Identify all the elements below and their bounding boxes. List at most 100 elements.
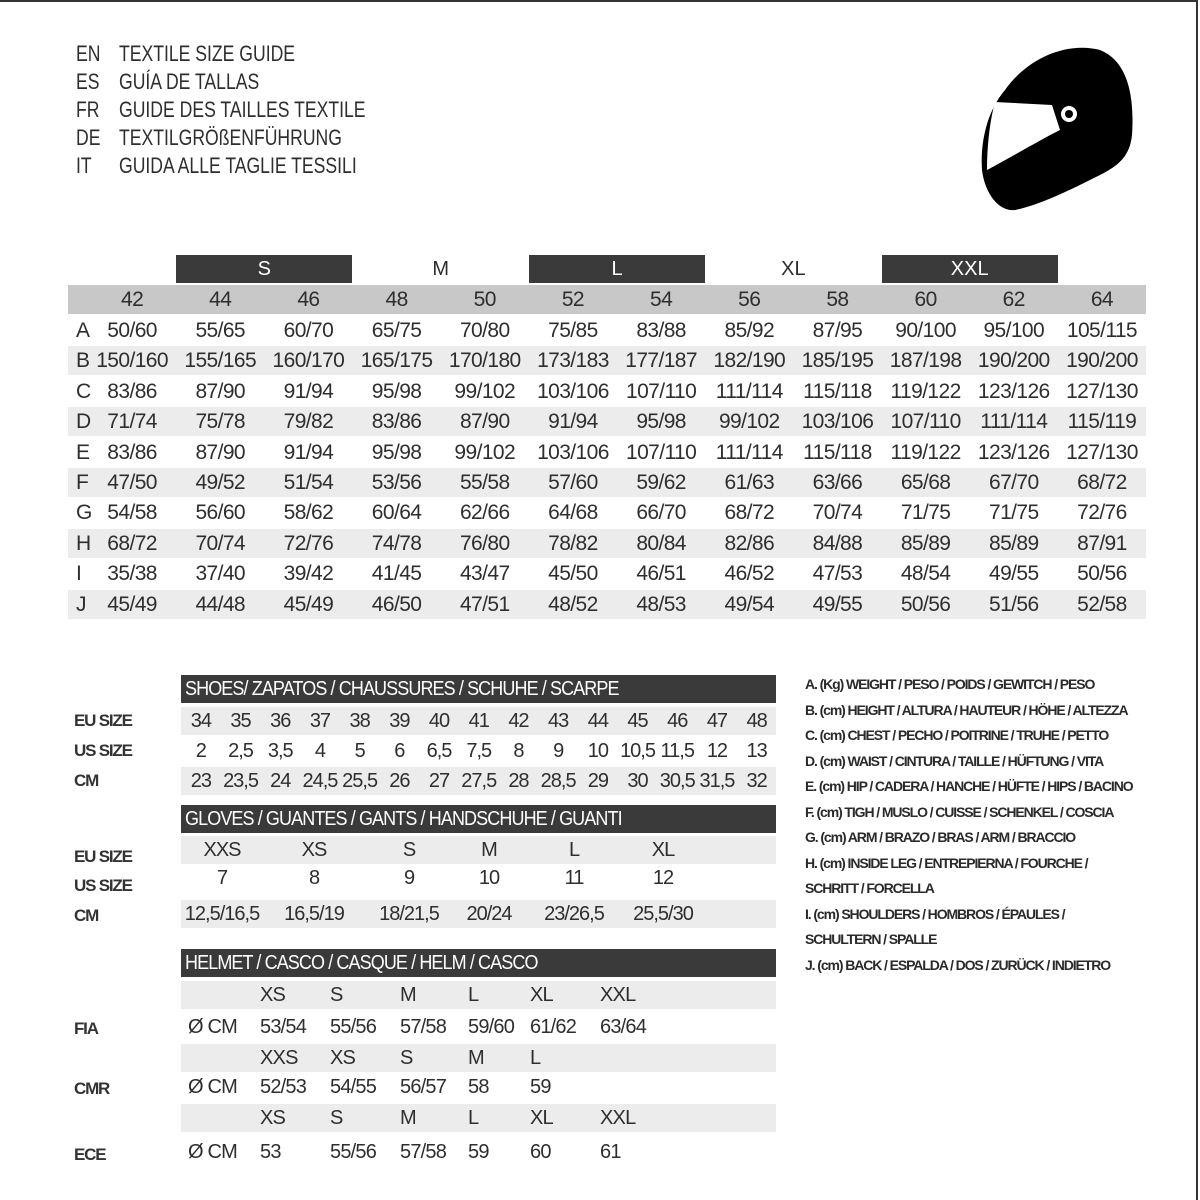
table-cell: 8 (308, 867, 320, 889)
unit-label: Ø CM (188, 1016, 238, 1038)
table-cell: 79/82 (283, 410, 334, 434)
table-cell: 95/98 (371, 379, 422, 403)
size-header-44: 44 (209, 288, 232, 311)
table-cell: 123/126 (977, 440, 1050, 464)
row-stripe (181, 1104, 776, 1132)
table-cell: 49/55 (812, 592, 863, 616)
legend-item: E. (cm) HIP / CADERA / HANCHE / HÜFTE / … (805, 778, 1134, 794)
table-cell: 103/106 (537, 440, 609, 464)
table-cell: 55/65 (195, 319, 246, 342)
table-cell: 37/40 (195, 562, 246, 586)
table-cell: 78/82 (548, 531, 598, 555)
table-cell: 46/52 (724, 562, 775, 586)
table-cell: 40 (428, 710, 450, 732)
table-cell: 47/53 (812, 562, 863, 586)
gloves-title: GLOVES / GUANTES / GANTS / HANDSCHUHE / … (185, 808, 623, 830)
size-cell: XXL (600, 984, 636, 1006)
size-cell: L (468, 1107, 479, 1129)
table-cell: 53 (260, 1141, 281, 1163)
table-cell: 50/56 (900, 592, 951, 616)
standard-label: CMR (74, 1079, 110, 1098)
table-cell: 99/102 (718, 410, 780, 434)
table-cell: M (481, 839, 498, 861)
table-cell: 10 (587, 740, 609, 762)
size-cell: XS (330, 1047, 356, 1069)
table-cell: 2,5 (228, 740, 254, 762)
table-cell: 23 (190, 770, 212, 792)
legend-item: I. (cm) SHOULDERS / HOMBROS / ÉPAULES / (805, 905, 1066, 922)
table-cell: 91/94 (548, 410, 598, 434)
table-cell: 68/72 (724, 501, 775, 525)
table-cell: 44/48 (195, 592, 246, 616)
legend-item: F. (cm) TIGH / MUSLO / CUISSE / SCHENKEL… (805, 803, 1114, 820)
table-cell: 48/54 (900, 562, 951, 586)
table-cell: 85/89 (988, 531, 1039, 555)
row-letter: C (76, 379, 91, 403)
table-cell: 187/198 (889, 349, 962, 373)
table-cell: 10 (478, 867, 500, 889)
table-cell: 8 (513, 740, 524, 762)
table-cell: 91/94 (283, 379, 334, 403)
table-cell: 45/50 (548, 562, 598, 586)
row-letter: D (76, 410, 91, 434)
table-cell: 30,5 (659, 770, 696, 792)
size-cell: XL (530, 984, 554, 1006)
standard-label: ECE (74, 1145, 107, 1164)
table-cell: 87/90 (195, 379, 246, 403)
table-cell: 182/190 (713, 349, 786, 373)
size-header-56: 56 (738, 288, 761, 311)
row-label: EU SIZE (74, 847, 133, 866)
table-cell: 9 (403, 867, 415, 889)
table-cell: 11 (564, 867, 585, 889)
table-cell: 41 (468, 710, 490, 732)
table-cell: 95/100 (983, 319, 1045, 342)
table-cell: 10,5 (620, 740, 656, 762)
row-letter: E (76, 440, 90, 464)
table-cell: 107/110 (626, 379, 697, 403)
row-letter: A (76, 319, 90, 342)
table-cell: 45/49 (283, 592, 334, 616)
table-cell: 55/56 (330, 1141, 377, 1163)
table-cell: 61/63 (724, 471, 775, 494)
table-cell: 55/58 (459, 471, 510, 494)
table-cell: 103/106 (801, 410, 874, 434)
legend-item: H. (cm) INSIDE LEG / ENTREPIERNA / FOURC… (805, 854, 1089, 871)
table-cell: 49/55 (988, 562, 1039, 586)
table-cell: 115/119 (1067, 410, 1137, 434)
table-cell: 6,5 (426, 740, 453, 762)
table-cell: 5 (354, 740, 366, 762)
table-cell: 115/118 (803, 379, 872, 403)
size-cell: XXL (600, 1107, 636, 1129)
title-text: TEXTILGRÖßENFÜHRUNG (119, 125, 342, 150)
table-cell: 72/76 (1077, 501, 1127, 525)
table-cell: 28 (508, 770, 529, 792)
table-cell: 37 (309, 710, 331, 732)
table-cell: 63/64 (600, 1016, 647, 1038)
table-cell: S (402, 839, 416, 861)
table-cell: 20/24 (466, 903, 512, 925)
table-cell: 111/114 (980, 410, 1048, 434)
table-cell: 60 (530, 1141, 551, 1163)
table-cell: 59 (468, 1141, 489, 1163)
table-cell: 76/80 (459, 531, 510, 555)
size-header-50: 50 (473, 288, 497, 311)
row-stripe (68, 589, 1146, 619)
size-header-42: 42 (120, 288, 144, 311)
table-cell: 28,5 (540, 770, 577, 792)
table-cell: 74/78 (371, 531, 422, 555)
table-cell: 3,5 (267, 740, 294, 762)
table-cell: 119/122 (890, 379, 962, 403)
table-cell: 51/54 (283, 471, 334, 494)
table-cell: 29 (587, 770, 609, 792)
table-cell: XL (651, 839, 675, 861)
table-cell: 165/175 (360, 349, 433, 373)
legend-item: C. (cm) CHEST / PECHO / POITRINE / TRUHE… (805, 727, 1109, 743)
table-cell: 83/86 (371, 410, 422, 434)
size-group-xl: XL (781, 258, 806, 280)
title-text: GUIDE DES TAILLES TEXTILE (119, 97, 366, 122)
table-cell: 54/55 (330, 1076, 377, 1098)
table-cell: 57/58 (400, 1016, 447, 1038)
table-cell: 50/60 (107, 319, 157, 342)
table-cell: 127/130 (1066, 440, 1138, 464)
table-cell: 83/86 (107, 379, 157, 403)
